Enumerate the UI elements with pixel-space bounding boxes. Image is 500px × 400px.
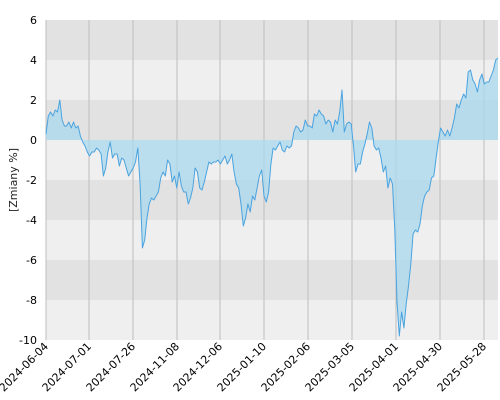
background-band	[46, 20, 498, 60]
background-band	[46, 100, 498, 140]
y-axis-ticks: 6 4 2 0 -2 -4 -6 -8 -10	[19, 14, 37, 347]
y-tick-label: 4	[30, 54, 37, 67]
series-line	[45, 57, 499, 337]
background-band	[46, 260, 498, 300]
background-band	[46, 220, 498, 260]
series-area	[46, 58, 498, 336]
x-axis-ticks: 2024-06-042024-07-012024-07-262024-11-08…	[0, 340, 489, 394]
y-tick-label: 2	[30, 94, 37, 107]
y-axis-label: [Zmiany %]	[7, 148, 20, 212]
y-tick-label: 0	[30, 134, 37, 147]
y-tick-label: -8	[26, 294, 37, 307]
y-tick-label: 6	[30, 14, 37, 27]
y-tick-label: -6	[26, 254, 37, 267]
y-tick-label: -10	[19, 334, 37, 347]
background-band	[46, 300, 498, 340]
y-tick-label: -2	[26, 174, 37, 187]
y-tick-label: -4	[26, 214, 37, 227]
background-band	[46, 60, 498, 100]
